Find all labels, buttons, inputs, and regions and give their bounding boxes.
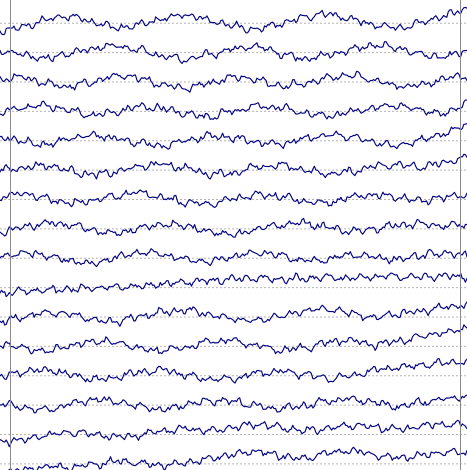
eeg-trace-13 <box>0 357 467 384</box>
eeg-trace-4 <box>0 99 467 120</box>
eeg-trace-11 <box>0 301 467 327</box>
eeg-trace-15 <box>0 419 467 448</box>
eeg-trace-5 <box>0 122 467 150</box>
eeg-trace-10 <box>0 272 467 298</box>
eeg-trace-16 <box>8 446 467 470</box>
eeg-trace-12 <box>0 324 467 355</box>
eeg-trace-7 <box>0 189 467 208</box>
baseline-grid <box>0 22 467 465</box>
eeg-trace-14 <box>0 394 467 414</box>
eeg-trace-8 <box>0 217 467 238</box>
eeg-trace-1 <box>0 6 467 36</box>
eeg-trace-9 <box>0 248 467 268</box>
eeg-trace-3 <box>0 70 467 93</box>
eeg-trace-6 <box>0 153 467 180</box>
trace-group <box>0 6 467 470</box>
eeg-trace-2 <box>0 41 467 65</box>
